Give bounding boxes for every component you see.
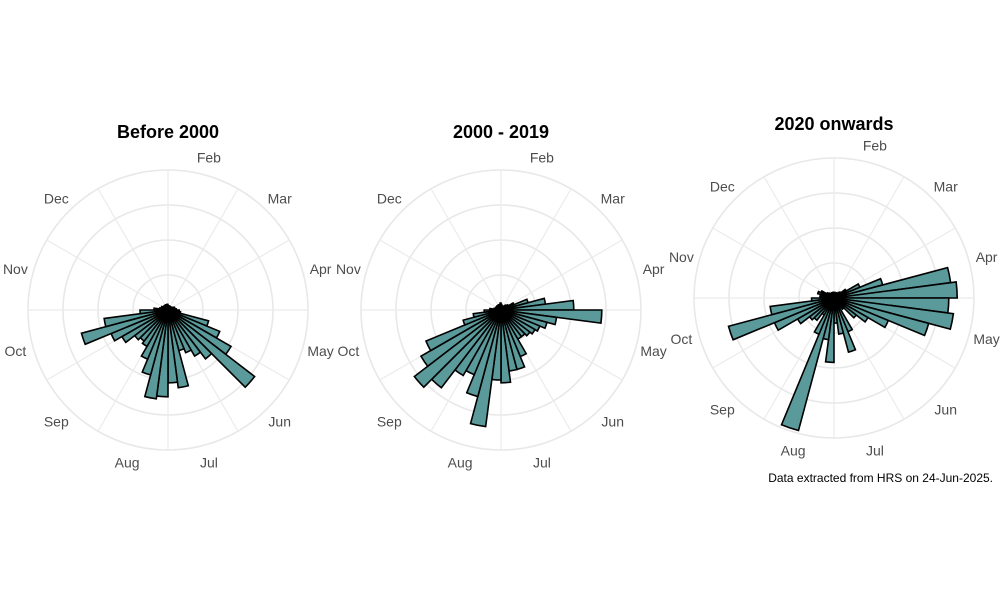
panel-2000-2019: Dec Feb Mar Apr May Jun Jul Aug Sep Oct Nov 2000 - … [336, 122, 667, 471]
panel-title: Before 2000 [117, 122, 219, 142]
month-label-aug: Aug [448, 455, 473, 471]
month-label-dec: Dec [377, 190, 402, 206]
month-label-dec: Dec [44, 190, 69, 206]
grid-spoke [500, 239, 623, 311]
panel-title: 2020 onwards [774, 114, 893, 134]
grid-spoke [500, 188, 572, 311]
month-label-dec: Dec [710, 178, 735, 194]
month-label-jul: Jul [533, 455, 551, 471]
month-label-feb: Feb [197, 149, 221, 165]
polar-bar [830, 291, 835, 299]
grid-spoke [167, 239, 290, 311]
polar-bar [769, 297, 835, 316]
data-source-caption: Data extracted from HRS on 24-Jun-2025. [768, 471, 993, 485]
polar-bar [167, 309, 213, 360]
grid-spoke [167, 188, 239, 311]
month-label-aug: Aug [115, 455, 140, 471]
month-label-may: May [640, 343, 666, 359]
polar-bar [80, 309, 169, 346]
month-label-jun: Jun [268, 414, 291, 430]
polar-bar [472, 309, 502, 319]
month-label-jul: Jul [200, 455, 218, 471]
month-label-feb: Feb [863, 137, 887, 153]
month-label-mar: Mar [268, 190, 292, 206]
month-label-oct: Oct [671, 331, 693, 347]
polar-bar [164, 303, 169, 311]
polar-bar [419, 309, 502, 368]
polar-bar [167, 309, 193, 354]
polar-bar [167, 309, 202, 358]
grid-spoke [97, 188, 169, 311]
polar-bar [167, 309, 256, 389]
month-label-jun: Jun [601, 414, 624, 430]
panel-2020-onwards: Dec Feb Mar Apr May Jun Jul Aug Sep Oct Nov 2020 on… [669, 114, 1000, 459]
grid-spoke [430, 188, 502, 311]
month-label-mar: Mar [934, 178, 958, 194]
month-label-sep: Sep [44, 414, 69, 430]
month-label-sep: Sep [710, 402, 735, 418]
month-label-nov: Nov [3, 261, 28, 277]
month-label-mar: Mar [601, 190, 625, 206]
polar-bar [103, 309, 169, 328]
month-label-oct: Oct [338, 343, 360, 359]
grid-spoke [833, 176, 905, 299]
grid-spoke [763, 176, 835, 299]
month-label-jul: Jul [866, 443, 884, 459]
polar-bar [500, 309, 512, 384]
polar-bar [139, 309, 169, 315]
grid-spoke [379, 239, 502, 311]
panel-title: 2000 - 2019 [453, 122, 549, 142]
polar-bar [413, 309, 502, 389]
polar-bar [497, 303, 502, 311]
month-label-sep: Sep [377, 414, 402, 430]
month-label-apr: Apr [643, 261, 665, 277]
month-label-apr: Apr [976, 249, 998, 265]
month-label-aug: Aug [781, 443, 806, 459]
polar-bar [833, 297, 857, 354]
month-label-nov: Nov [336, 261, 361, 277]
month-label-oct: Oct [5, 343, 27, 359]
polar-bar [833, 281, 959, 299]
polar-bar [727, 297, 835, 341]
month-label-may: May [973, 331, 999, 347]
grid-spoke [712, 227, 835, 299]
month-label-apr: Apr [310, 261, 332, 277]
month-label-jun: Jun [934, 402, 957, 418]
month-label-may: May [307, 343, 333, 359]
polar-bar [833, 297, 845, 335]
month-label-nov: Nov [669, 249, 694, 265]
polar-bar [424, 309, 502, 352]
polar-bar [167, 309, 190, 389]
month-label-feb: Feb [530, 149, 554, 165]
grid-spoke [46, 239, 169, 311]
polar-bar [462, 309, 502, 327]
panel-before-2000: Dec Feb Mar Apr May Jun Jul Aug Sep Oct Nov Before … [3, 122, 334, 471]
